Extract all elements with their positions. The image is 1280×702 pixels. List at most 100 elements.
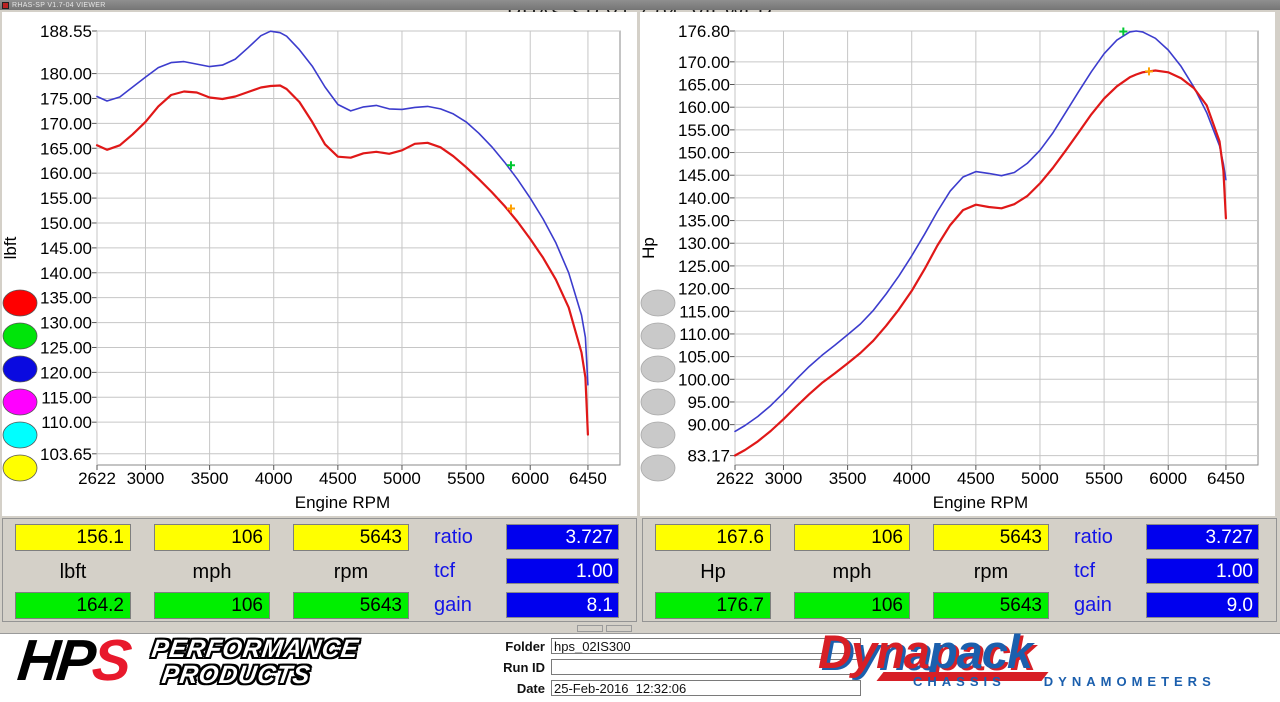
y-tick-label: 140.00 [678,189,730,208]
y-tick-label: 105.00 [678,348,730,367]
window-title: RHAS-SP V1.7-04 VIEWER [12,1,106,9]
y-tick-label: 180.00 [40,65,92,84]
ratio-label: ratio [1074,526,1113,548]
y-tick-label: 145.00 [40,239,92,258]
y-tick-label: 135.00 [678,212,730,231]
date-label: Date [516,680,545,696]
tcf-label: tcf [1074,560,1096,582]
runid-input[interactable] [551,659,861,675]
speed-peak-value: 106 [154,592,270,619]
x-tick-label: 5500 [447,469,485,488]
gain-label: gain [434,594,472,616]
hps-logo: HPS PERFORMANCE PRODUCTS [15,628,361,693]
y-tick-label: 140.00 [40,264,92,283]
rpm-unit-label: rpm [333,561,369,583]
peak-marker [1144,67,1153,76]
peak-marker [506,161,515,170]
run-legend-circle-2[interactable] [640,322,676,350]
run-legend-circle-1[interactable] [2,289,38,317]
y-tick-label: 120.00 [678,280,730,299]
x-axis-title: Engine RPM [933,493,1028,512]
x-tick-label: 6450 [1207,469,1245,488]
folder-label: Folder [505,638,545,654]
folder-input[interactable] [551,638,861,654]
rpm-cursor-value: 5643 [933,524,1049,551]
x-tick-label: 6000 [511,469,549,488]
y-tick-label: 130.00 [678,234,730,253]
dynapack-logo-text: Dynapack [818,625,1033,678]
torque-chart-panel: 188.55 180.00 175.00 170.00 165.00 160.00 155.… [1,12,637,516]
x-tick-label: 4500 [319,469,357,488]
corrected-run-blue-curve [96,30,589,386]
x-tick-label: 6450 [569,469,607,488]
torque-peak-value: 164.2 [15,592,131,619]
app-icon [2,1,9,9]
run-legend-circle-2[interactable] [2,322,38,350]
y-tick-label: 160.00 [40,164,92,183]
y-tick-label: 95.00 [687,393,730,412]
y-tick-label: 150.00 [678,144,730,163]
y-tick-label: 135.00 [40,289,92,308]
y-tick-label: 150.00 [40,214,92,233]
torque-chart: 188.55 180.00 175.00 170.00 165.00 160.00 155.… [1,22,621,512]
power-chart: 176.80 170.00 165.00 160.00 155.00 150.00 145.… [639,22,1259,512]
runid-field-row: Run ID [470,659,861,675]
y-tick-label: 110.00 [679,325,730,344]
tcf-label: tcf [434,560,456,582]
y-tick-label: 110.00 [41,413,92,432]
run-legend-circle-1[interactable] [640,289,676,317]
run-legend-circle-6[interactable] [640,454,676,482]
run-legend-circle-4[interactable] [640,388,676,416]
x-tick-label: 5000 [383,469,421,488]
torque-readout-panel: 156.1 106 5643 lbft mph rpm 164.2 106 56… [2,518,637,622]
torque-unit-label: lbft [59,561,87,583]
measured-run-red-curve [95,84,590,436]
rpm-unit-label: rpm [973,561,1009,583]
y-axis-title: lbft [2,236,20,259]
peak-marker [506,204,515,213]
x-tick-label: 5500 [1085,469,1123,488]
date-input[interactable] [551,680,861,696]
y-tick-label: 160.00 [678,98,730,117]
rpm-peak-value: 5643 [293,592,409,619]
dynapack-logo: Dynapack CHASSIS DYNAMOMETERS [818,625,1273,692]
dynapack-logo-subtext: CHASSIS DYNAMOMETERS [913,674,1216,689]
run-legend-circle-5[interactable] [640,421,676,449]
power-cursor-value: 167.6 [655,524,771,551]
y-tick-label: 90.00 [687,416,730,435]
run-legend-circle-6[interactable] [2,454,38,482]
panel-join-tab [577,625,603,632]
x-tick-label: 2622 [716,469,754,488]
x-axis-title: Engine RPM [295,493,390,512]
panel-join-tab [606,625,632,632]
gain-value: 9.0 [1146,592,1259,618]
footer-bar: HPS PERFORMANCE PRODUCTS Folder Run ID D… [0,624,1280,702]
y-tick-label: 175.00 [40,89,92,108]
corrected-run-blue-curve [734,30,1227,433]
run-legend-circle-4[interactable] [2,388,38,416]
folder-field-row: Folder [470,638,861,654]
x-tick-label: 4500 [957,469,995,488]
gain-value: 8.1 [506,592,619,618]
x-tick-label: 3500 [191,469,229,488]
run-legend-circle-3[interactable] [640,355,676,383]
x-tick-label: 4000 [893,469,931,488]
y-tick-label: 115.00 [41,388,92,407]
y-tick-label: 176.80 [678,22,730,41]
speed-cursor-value: 106 [154,524,270,551]
speed-cursor-value: 106 [794,524,910,551]
run-legend-circle-3[interactable] [2,355,38,383]
x-tick-label: 3000 [127,469,165,488]
y-tick-label: 83.17 [687,447,730,466]
y-axis-title: Hp [640,237,658,259]
y-tick-label: 165.00 [678,76,730,95]
rpm-peak-value: 5643 [933,592,1049,619]
measured-run-red-curve [733,69,1228,457]
run-legend-circle-5[interactable] [2,421,38,449]
window-titlebar: RHAS-SP V1.7-04 VIEWER [0,0,1280,10]
ratio-value: 3.727 [506,524,619,550]
speed-unit-label: mph [832,561,872,583]
ratio-label: ratio [434,526,473,548]
peak-marker [1119,27,1128,36]
y-tick-label: 115.00 [679,302,730,321]
